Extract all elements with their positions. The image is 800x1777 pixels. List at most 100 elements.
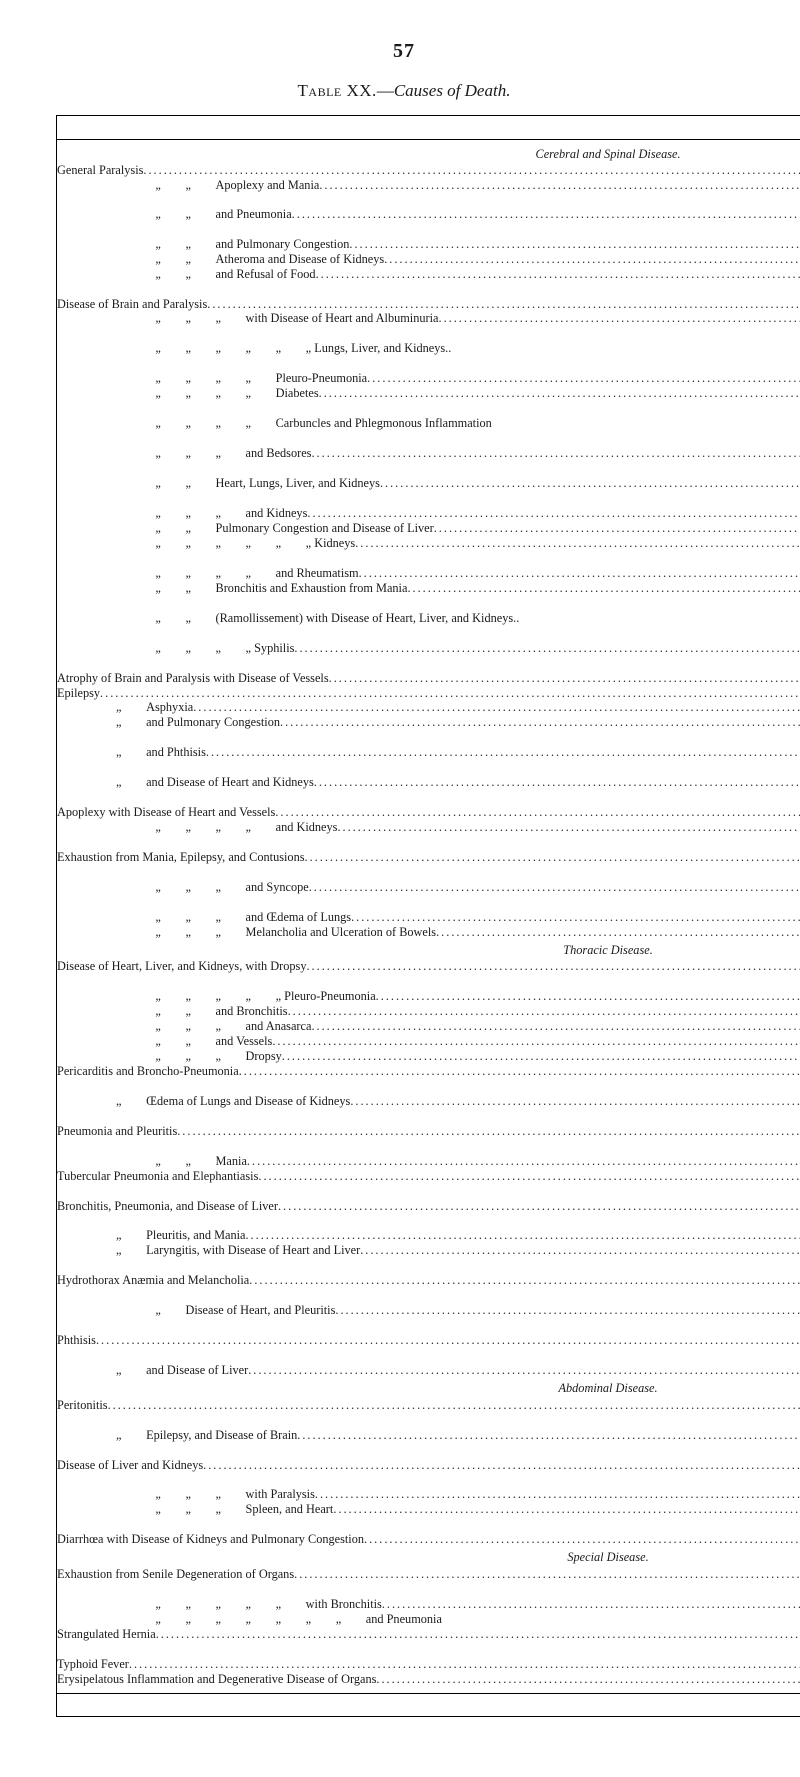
leader-dots <box>282 1049 800 1064</box>
row-label: Typhoid Fever <box>57 1657 129 1672</box>
leader-dots <box>247 1154 800 1169</box>
row-label: Exhaustion from Mania, Epilepsy, and Con… <box>57 850 305 865</box>
table-row: „ „ Pulmonary Congestion and Disease of … <box>57 521 800 536</box>
table-row: „ „ and Vessels• •11 <box>57 1034 800 1049</box>
table-row: „ „ Bronchitis and Exhaustion from Mania… <box>57 581 800 611</box>
table-row: „ „ (Ramollissement) with Disease of Hea… <box>57 611 800 641</box>
table-row: „ „ „ Dropsy• •11 <box>57 1049 800 1064</box>
table-row: „ „ „ „ Carbuncles and Phlegmonous Infla… <box>57 416 800 446</box>
row-label: Carbuncles and Phlegmonous Inflammation <box>276 416 492 431</box>
row-label: and Pneumonia <box>216 207 292 222</box>
row-label: and Bronchitis <box>216 1004 288 1019</box>
row-label: Tubercular Pneumonia and Elephantiasis <box>57 1169 258 1184</box>
leader-dots <box>337 820 800 835</box>
table-row: Phthisis1• •1 <box>57 1333 800 1363</box>
leader-dots <box>294 641 800 656</box>
leader-dots <box>349 237 800 252</box>
table-row: „ „ „ „ „ with Bronchitis• •22 <box>57 1597 800 1612</box>
table-row: „ „ „ Melancholia and Ulceration of Bowe… <box>57 925 800 940</box>
leader-dots <box>294 1567 800 1582</box>
leader-dots <box>275 805 800 820</box>
leader-dots <box>206 745 800 760</box>
table-row: „ „ „ and Œdema of Lungs• •11 <box>57 910 800 925</box>
leader-dots <box>311 1019 800 1034</box>
row-label: Laryngitis, with Disease of Heart and Li… <box>146 1243 360 1258</box>
leader-dots <box>380 476 800 491</box>
leader-dots <box>288 1004 800 1019</box>
table-row: Diarrhœa with Disease of Kidneys and Pul… <box>57 1532 800 1547</box>
row-label: Phthisis <box>57 1333 96 1348</box>
table-row: Hydrothorax Anæmia and Melancholia1• •1 <box>57 1273 800 1303</box>
leader-dots <box>384 252 800 267</box>
leader-dots <box>355 536 800 551</box>
leader-dots <box>434 521 800 536</box>
row-label: and Syncope <box>246 880 309 895</box>
leader-dots <box>311 446 800 461</box>
table-row: „ „ „ and Kidneys• •11 <box>57 506 800 521</box>
leader-dots <box>143 163 800 178</box>
table-row: General Paralysis8513 <box>57 163 800 178</box>
leader-dots <box>108 1398 800 1413</box>
table-row: „ „ „ and Bedsores1• •1 <box>57 446 800 476</box>
row-label: and Refusal of Food <box>216 267 316 282</box>
leader-dots <box>258 1169 800 1184</box>
leader-dots <box>309 880 800 895</box>
table-row: „ Pleuritis, and Mania• •11 <box>57 1228 800 1243</box>
leader-dots <box>319 386 800 401</box>
leader-dots <box>351 910 800 925</box>
table-row: Strangulated Hernia1• •1 <box>57 1627 800 1657</box>
table-row: „ Disease of Heart, and Pleuritis1• •1 <box>57 1303 800 1333</box>
leader-dots <box>278 1199 800 1214</box>
row-label: Œdema of Lungs and Disease of Kidneys <box>146 1094 350 1109</box>
table-row: Disease of Brain and Paralysis112 <box>57 297 800 312</box>
row-label: Atheroma and Disease of Kidneys <box>216 252 385 267</box>
page-number: 57 <box>56 40 752 63</box>
leader-dots <box>177 1124 800 1139</box>
leader-dots <box>297 1428 800 1443</box>
row-label: Diarrhœa with Disease of Kidneys and Pul… <box>57 1532 364 1547</box>
row-label: Disease of Liver and Kidneys <box>57 1458 203 1473</box>
row-label: and Pulmonary Congestion <box>216 237 350 252</box>
table-row: Erysipelatous Inflammation and Degenerat… <box>57 1672 800 1687</box>
table-body: Cerebral and Spinal Disease.General Para… <box>57 139 800 1717</box>
row-label: and Vessels <box>216 1034 273 1049</box>
row-label: Melancholia and Ulceration of Bowels <box>246 925 437 940</box>
table-row: Atrophy of Brain and Paralysis with Dise… <box>57 671 800 686</box>
leader-dots <box>245 1228 800 1243</box>
table-row: Pneumonia and Pleuritis1• •1 <box>57 1124 800 1154</box>
leader-dots <box>96 1333 800 1348</box>
row-label: and Rheumatism <box>276 566 359 581</box>
row-label: and Disease of Heart and Kidneys <box>146 775 314 790</box>
row-label: General Paralysis <box>57 163 143 178</box>
table-row: „ Asphyxia112 <box>57 700 800 715</box>
leader-dots <box>376 989 800 1004</box>
row-label: „ Syphilis <box>246 641 295 656</box>
row-label: Disease of Brain and Paralysis <box>57 297 207 312</box>
title-ital: Causes of Death. <box>394 81 511 100</box>
table-row: „ „ Heart, Lungs, Liver, and Kidneys2• •… <box>57 476 800 506</box>
row-label: Heart, Lungs, Liver, and Kidneys <box>216 476 380 491</box>
row-label: Hydrothorax Anæmia and Melancholia <box>57 1273 249 1288</box>
leader-dots <box>364 1532 800 1547</box>
row-label: and Kidneys <box>246 506 308 521</box>
row-label: Atrophy of Brain and Paralysis with Dise… <box>57 671 329 686</box>
table-row: Exhaustion from Senile Degeneration of O… <box>57 1567 800 1597</box>
leader-dots <box>239 1064 800 1079</box>
table-row: Bronchitis, Pneumonia, and Disease of Li… <box>57 1199 800 1229</box>
row-label: and Anasarca <box>246 1019 312 1034</box>
row-label: Epilepsy <box>57 686 100 701</box>
leader-dots <box>249 1273 800 1288</box>
leader-dots <box>248 1363 800 1378</box>
table-row: Apoplexy with Disease of Heart and Vesse… <box>57 805 800 820</box>
row-label: and Pneumonia <box>366 1612 442 1627</box>
table-row: „ „ „ „ „ Pleuro-Pneumonia• •11 <box>57 989 800 1004</box>
leader-dots <box>314 775 800 790</box>
row-label: (Ramollissement) with Disease of Heart, … <box>216 611 520 626</box>
leader-dots <box>382 1597 800 1612</box>
leader-dots <box>193 700 800 715</box>
leader-dots <box>407 581 800 596</box>
col-desc-header <box>57 116 800 140</box>
leader-dots <box>367 371 800 386</box>
table-row: „ „ „ and Syncope1• •1 <box>57 880 800 910</box>
leader-dots <box>292 207 800 222</box>
